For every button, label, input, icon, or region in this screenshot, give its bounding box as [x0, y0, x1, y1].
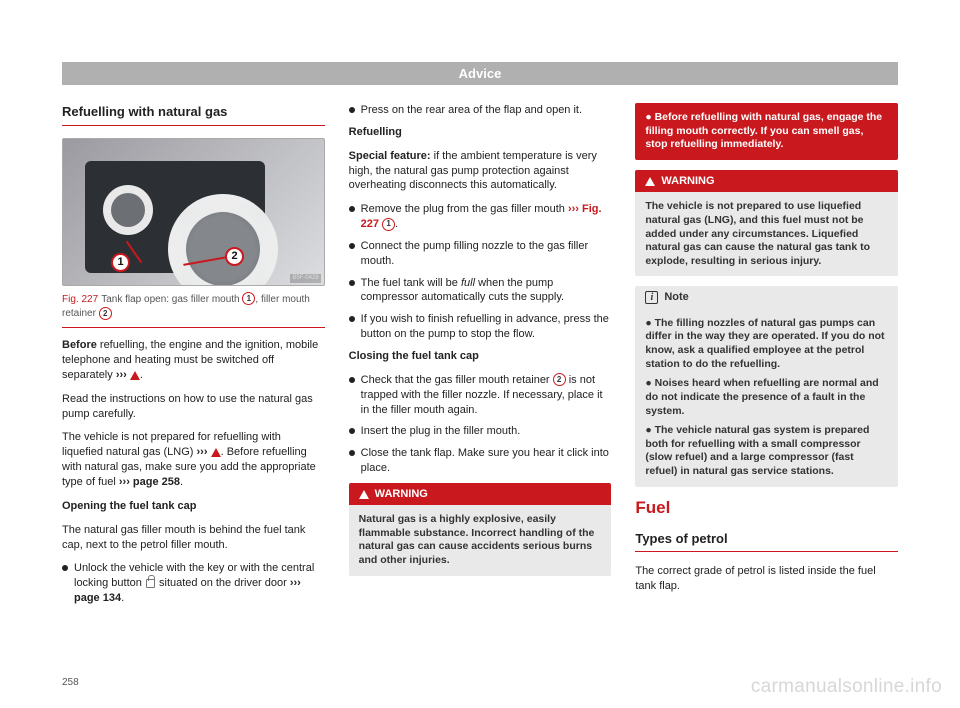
note-title: Note	[664, 290, 688, 304]
info-icon: i	[645, 291, 658, 304]
figure-ref: Fig. 227	[62, 294, 98, 305]
bullet-dot-icon	[349, 377, 355, 383]
bullet-check-retainer: Check that the gas filler mouth retainer…	[349, 373, 612, 418]
column-3: ● Before refuelling with natural gas, en…	[635, 103, 898, 613]
heading-fuel: Fuel	[635, 497, 898, 520]
para-before-refuelling: Before refuelling, the engine and the ig…	[62, 338, 325, 383]
callout-inline-2: 2	[553, 373, 566, 386]
subhead-refuelling: Refuelling	[349, 125, 612, 140]
subhead-opening-cap: Opening the fuel tank cap	[62, 499, 325, 514]
warning-box-body: Natural gas is a highly explosive, easil…	[349, 505, 612, 576]
warning-box-body: The vehicle is not prepared to use lique…	[635, 192, 898, 276]
note-box-body: ● The filling nozzles of natural gas pum…	[635, 309, 898, 487]
warning-triangle-icon	[645, 177, 655, 186]
manual-page: Advice Refuelling with natural gas 1 2 B…	[0, 0, 960, 708]
callout-inline-1: 1	[382, 218, 395, 231]
page-header: Advice	[62, 62, 898, 85]
bullet-insert-plug: Insert the plug in the filler mouth.	[349, 424, 612, 439]
bullet-dot-icon	[349, 243, 355, 249]
bullet-dot-icon	[349, 428, 355, 434]
subhead-closing-cap: Closing the fuel tank cap	[349, 349, 612, 364]
section-title-petrol: Types of petrol	[635, 530, 898, 553]
bullet-dot-icon	[349, 206, 355, 212]
page-number: 258	[62, 677, 79, 688]
warning-title: WARNING	[375, 487, 428, 501]
bullet-remove-plug: Remove the plug from the gas filler mout…	[349, 202, 612, 232]
figure-caption: Fig. 227 Tank flap open: gas filler mout…	[62, 292, 325, 329]
column-layout: Refuelling with natural gas 1 2 B5F-0428…	[62, 103, 898, 613]
lock-icon	[146, 579, 155, 588]
para-filler-mouth-location: The natural gas filler mouth is behind t…	[62, 523, 325, 553]
section-title-refuelling: Refuelling with natural gas	[62, 103, 325, 126]
callout-inline-1: 1	[242, 292, 255, 305]
bullet-dot-icon	[349, 450, 355, 456]
column-1: Refuelling with natural gas 1 2 B5F-0428…	[62, 103, 325, 613]
bullet-dot-icon	[62, 565, 68, 571]
bullet-unlock-vehicle: Unlock the vehicle with the key or with …	[62, 561, 325, 606]
figure-callout-1: 1	[111, 253, 130, 272]
bullet-press-flap: Press on the rear area of the flap and o…	[349, 103, 612, 118]
warning-triangle-icon	[359, 490, 369, 499]
bullet-dot-icon	[349, 107, 355, 113]
note-box-header: i Note	[635, 286, 898, 308]
figure-caption-text: Tank flap open: gas filler mouth 1, fill…	[62, 294, 310, 320]
warning-title: WARNING	[661, 174, 714, 188]
bullet-dot-icon	[349, 280, 355, 286]
warning-box-header: WARNING	[349, 483, 612, 505]
callout-inline-2: 2	[99, 307, 112, 320]
para-special-feature: Special feature: if the ambient temperat…	[349, 149, 612, 194]
column-2: Press on the rear area of the flap and o…	[349, 103, 612, 613]
para-lng-warning: The vehicle is not prepared for refuelli…	[62, 430, 325, 489]
figure-badge: B5F-0428	[290, 274, 320, 282]
bullet-dot-icon	[349, 316, 355, 322]
para-petrol-grade: The correct grade of petrol is listed in…	[635, 564, 898, 594]
figure-callout-2: 2	[225, 247, 244, 266]
warning-box-header: WARNING	[635, 170, 898, 192]
figure-227: 1 2 B5F-0428	[62, 138, 325, 286]
warning-triangle-icon	[130, 371, 140, 380]
bullet-stop-flow: If you wish to finish refuelling in adva…	[349, 312, 612, 342]
bullet-connect-nozzle: Connect the pump filling nozzle to the g…	[349, 239, 612, 269]
bullet-close-flap: Close the tank flap. Make sure you hear …	[349, 446, 612, 476]
para-read-instructions: Read the instructions on how to use the …	[62, 392, 325, 422]
bullet-full-tank: The fuel tank will be full when the pump…	[349, 276, 612, 306]
watermark: carmanualsonline.info	[751, 676, 942, 698]
warning-continuation-box: ● Before refuelling with natural gas, en…	[635, 103, 898, 160]
warning-triangle-icon	[211, 448, 221, 457]
